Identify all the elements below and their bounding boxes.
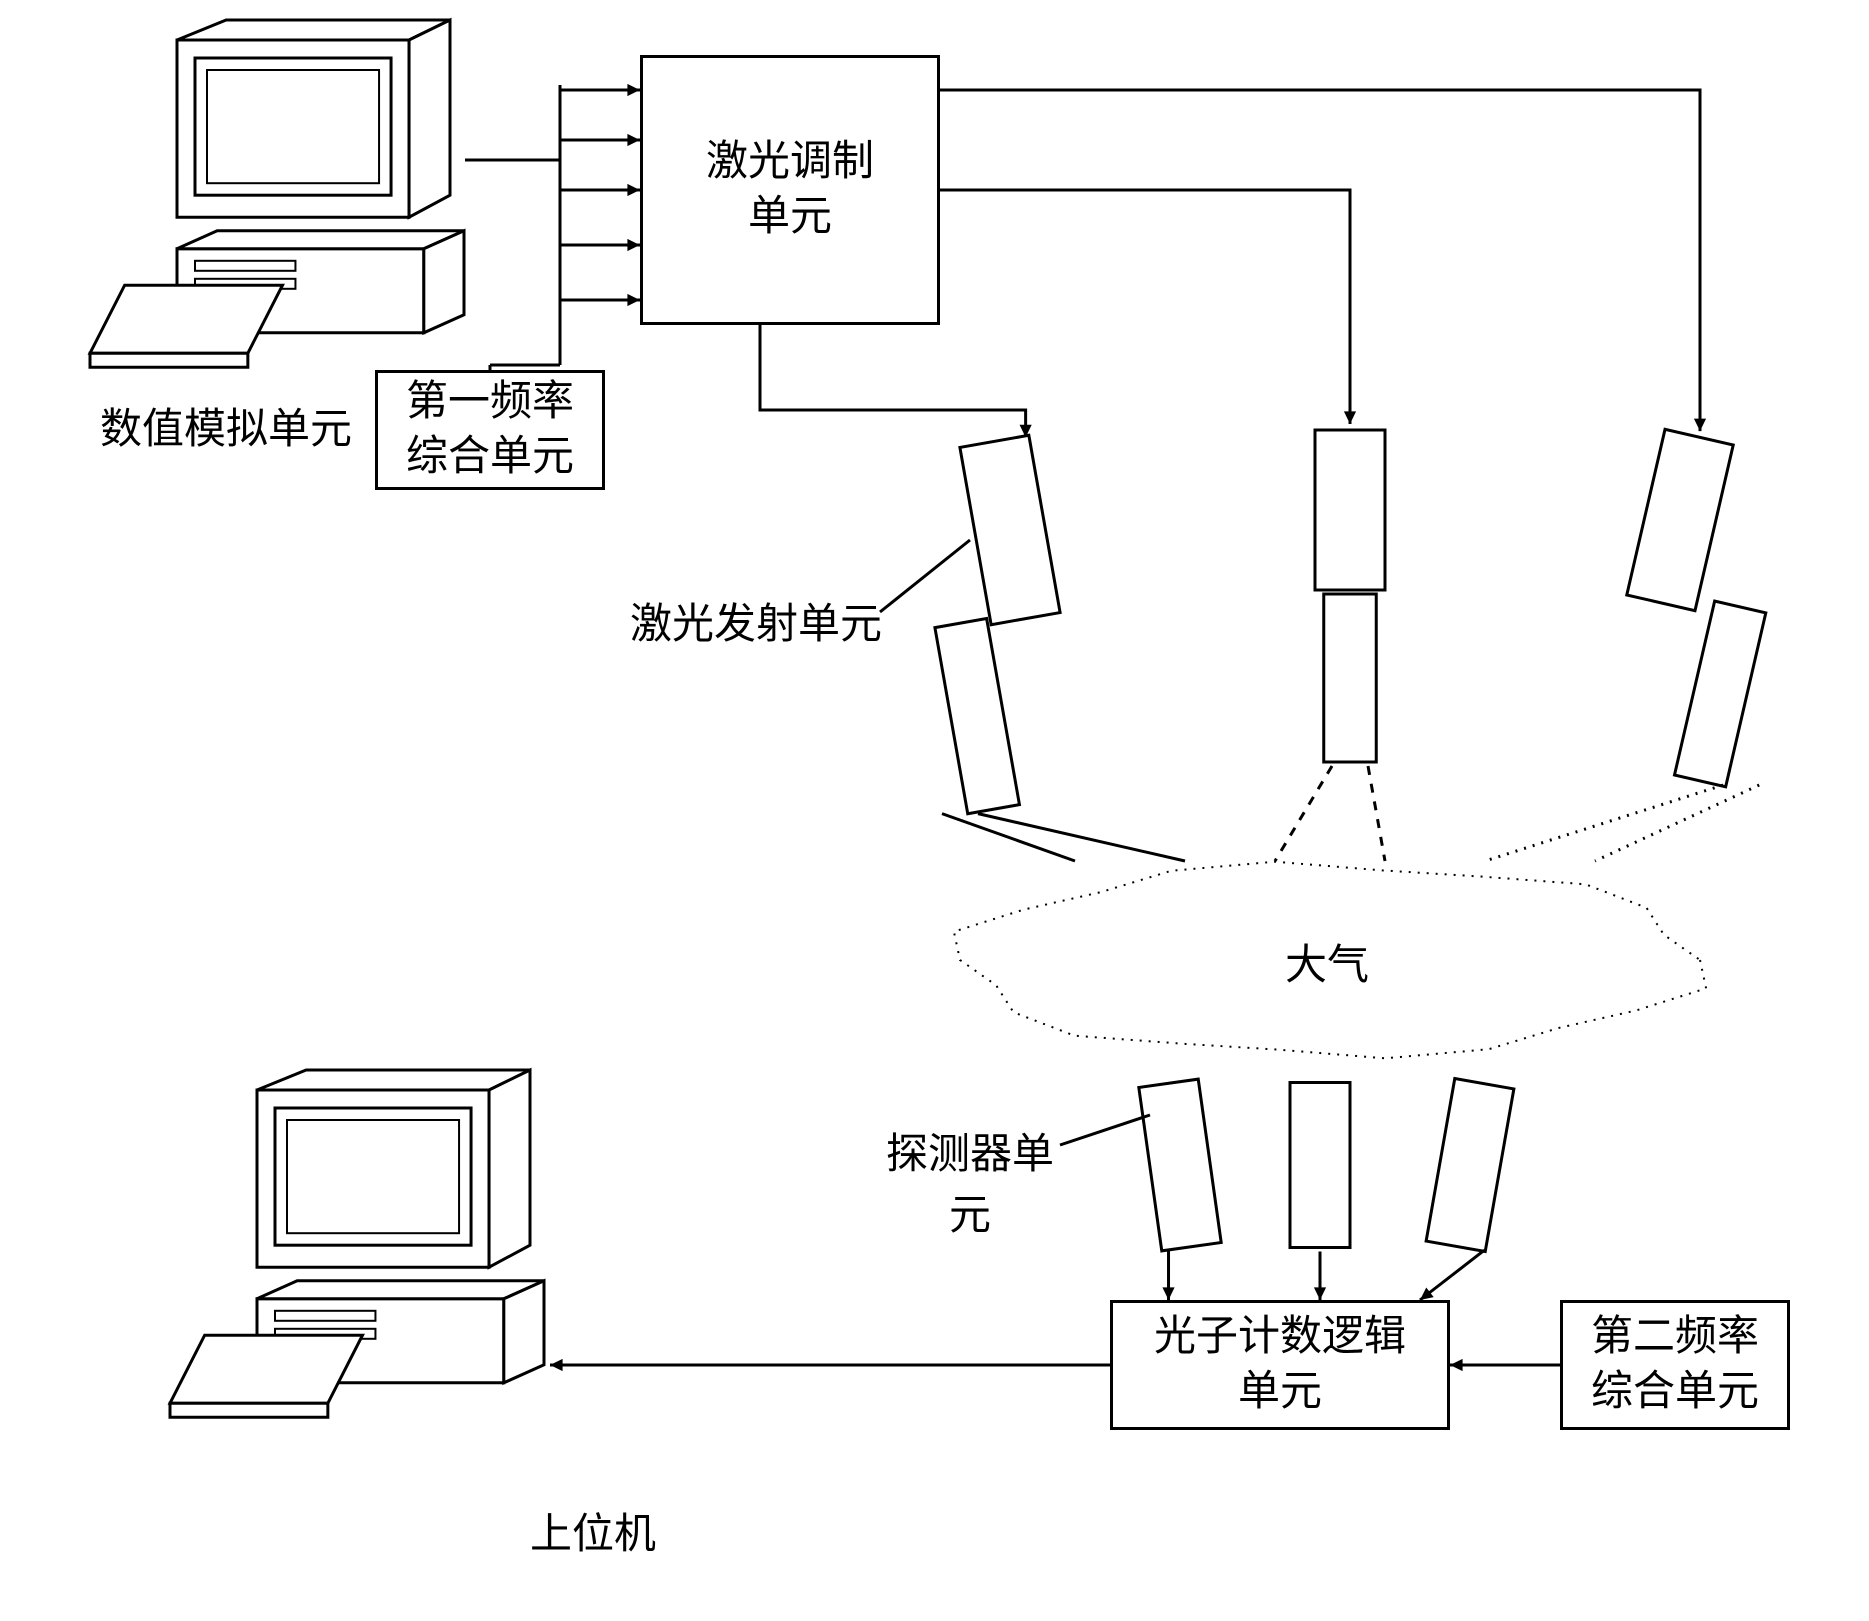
second-frequency-synthesis-unit: 第二频率综合单元 bbox=[1560, 1300, 1790, 1430]
freq1-text: 第一频率综合单元 bbox=[406, 375, 574, 484]
photon-text: 光子计数逻辑单元 bbox=[1154, 1310, 1406, 1419]
numerical-simulation-unit-label: 数值模拟单元 bbox=[100, 395, 352, 456]
det-label-text: 探测器单元 bbox=[886, 1132, 1054, 1239]
laser-emitter-unit-label: 激光发射单元 bbox=[630, 590, 882, 651]
host-computer-label: 上位机 bbox=[530, 1500, 656, 1561]
detector-unit-label: 探测器单元 bbox=[870, 1120, 1070, 1242]
atmosphere-label: 大气 bbox=[1285, 931, 1369, 992]
freq2-text: 第二频率综合单元 bbox=[1591, 1310, 1759, 1419]
photon-count-logic-unit: 光子计数逻辑单元 bbox=[1110, 1300, 1450, 1430]
first-frequency-synthesis-unit: 第一频率综合单元 bbox=[375, 370, 605, 490]
laser-modulation-unit: 激光调制单元 bbox=[640, 55, 940, 325]
laser-mod-text: 激光调制单元 bbox=[706, 135, 874, 244]
diagram-stage: 数值模拟单元 第一频率综合单元 激光调制单元 激光发射单元 大气 探测器单元 光… bbox=[0, 0, 1869, 1621]
